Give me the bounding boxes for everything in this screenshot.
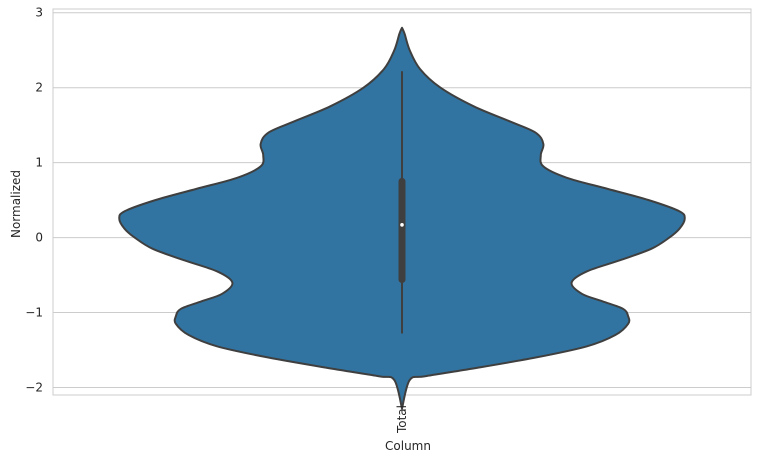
x-axis-label: Column bbox=[385, 439, 431, 453]
y-tick-label: 1 bbox=[35, 156, 43, 170]
y-tick-label: −2 bbox=[25, 381, 43, 395]
y-tick-label: 2 bbox=[35, 81, 43, 95]
y-tick-labels: −2 −1 0 1 2 3 bbox=[25, 6, 43, 395]
x-tick-labels: Total bbox=[395, 405, 409, 434]
y-tick-label: −1 bbox=[25, 306, 43, 320]
median-dot bbox=[400, 223, 404, 227]
y-tick-label: 0 bbox=[35, 231, 43, 245]
y-tick-label: 3 bbox=[35, 6, 43, 20]
x-tick-label: Total bbox=[395, 405, 409, 434]
y-axis-label: Normalized bbox=[9, 170, 23, 238]
